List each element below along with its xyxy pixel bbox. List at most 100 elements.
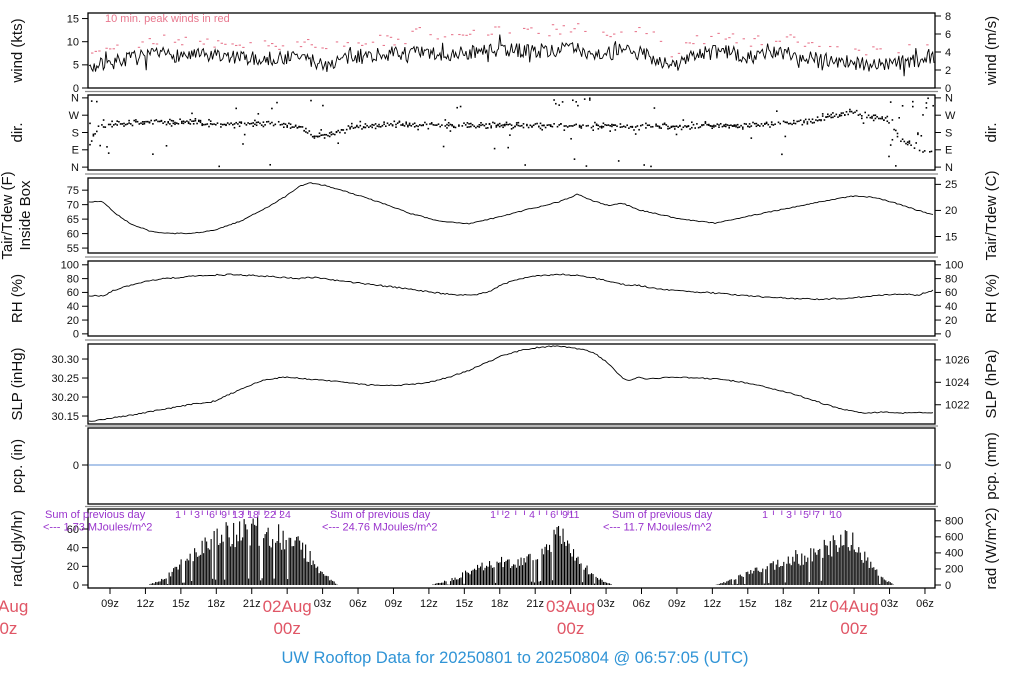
rad-cumulative-label-day2: 2: [504, 509, 510, 521]
dir-dot: [356, 124, 358, 127]
dir-dot: [155, 119, 158, 121]
dir-dot: [102, 119, 105, 121]
dir-dot: [901, 105, 904, 107]
dir-dot: [522, 126, 525, 129]
dir-dot: [932, 104, 934, 107]
dir-dot: [648, 124, 651, 127]
rad-cumulative-label-day1: 13: [232, 509, 244, 521]
dir-dot: [412, 123, 414, 126]
dir-dot: [157, 120, 159, 123]
dir-dot: [189, 123, 192, 125]
dir-dot: [291, 126, 294, 128]
dir-dot: [111, 125, 113, 128]
dir-dot: [391, 124, 394, 126]
dir-dot: [883, 119, 885, 121]
dir-dot: [454, 126, 457, 129]
dir-dot: [670, 126, 673, 128]
dir-dot: [922, 114, 924, 116]
dir-dot: [526, 123, 528, 126]
dir-dot: [889, 101, 892, 103]
dir-dot: [736, 126, 739, 129]
dir-dot: [240, 122, 243, 124]
dir-dot: [293, 126, 295, 128]
dir-dot: [366, 124, 368, 127]
tick-label-left-pcp: 0: [73, 460, 79, 472]
dir-dot: [249, 123, 251, 125]
dir-dot: [927, 97, 929, 100]
dir-dot: [638, 128, 640, 131]
dir-dot: [793, 119, 795, 122]
dir-dot: [255, 121, 258, 124]
dir-dot: [752, 121, 754, 124]
dir-dot: [685, 125, 688, 128]
dir-dot: [351, 125, 353, 128]
wind-trace: [88, 34, 935, 77]
dir-dot: [402, 123, 404, 125]
dir-dot: [767, 123, 770, 126]
dir-dot: [296, 127, 299, 129]
dir-dot: [864, 111, 866, 114]
chart-title: UW Rooftop Data for 20250801 to 20250804…: [281, 649, 748, 667]
dir-dot: [854, 111, 856, 114]
dir-dot: [254, 123, 256, 126]
dir-dot: [925, 102, 928, 104]
dir-dot: [463, 122, 465, 124]
dir-dot: [485, 123, 487, 125]
dir-dot: [288, 122, 290, 125]
dir-dot: [531, 126, 533, 128]
dir-dot: [602, 125, 605, 128]
dir-dot: [840, 114, 843, 117]
dir-dot: [96, 100, 98, 103]
dir-dot: [393, 120, 396, 123]
dir-dot: [89, 122, 91, 125]
rad-cumulative-label-day1: 24: [279, 509, 291, 521]
tick-label-left-rh: 80: [67, 273, 79, 285]
dir-dot: [281, 123, 283, 126]
dir-dot: [821, 113, 824, 115]
dir-dot: [252, 122, 254, 124]
dir-dot: [619, 123, 622, 125]
dir-dot: [419, 124, 421, 126]
dir-dot: [522, 123, 525, 125]
dir-dot: [818, 119, 821, 121]
dir-dot: [334, 133, 336, 136]
dir-dot: [480, 124, 482, 127]
dir-dot: [90, 100, 93, 102]
x-tick-label: 09z: [668, 598, 686, 610]
dir-dot: [718, 126, 720, 128]
dir-dot: [277, 120, 280, 123]
dir-dot: [515, 122, 518, 124]
dir-dot: [497, 124, 499, 127]
dir-dot: [587, 124, 589, 127]
dir-dot: [378, 125, 380, 128]
dir-dot: [230, 122, 232, 124]
dir-dot: [330, 131, 333, 133]
dir-dot: [572, 125, 574, 127]
dir-dot: [485, 127, 487, 129]
tick-label-left-dir: N: [71, 162, 79, 174]
dir-dot: [512, 126, 515, 129]
dir-dot: [750, 125, 753, 127]
dir-dot: [653, 107, 656, 109]
dir-dot: [776, 110, 778, 112]
dir-dot: [757, 124, 759, 126]
dir-dot: [233, 123, 236, 125]
dir-dot: [770, 123, 773, 126]
dir-dot: [713, 126, 715, 128]
dir-dot: [148, 121, 151, 124]
dir-dot: [344, 132, 346, 134]
tick-label-left-wind: 10: [67, 37, 79, 49]
x-date-label-04Aug: 04Aug: [830, 597, 879, 616]
dir-dot: [476, 125, 479, 128]
dir-dot: [830, 113, 832, 116]
dir-dot: [437, 123, 440, 125]
dir-dot: [723, 125, 725, 127]
dir-dot: [147, 120, 149, 123]
dir-dot: [123, 125, 125, 127]
x-tick-label: 03z: [881, 598, 899, 610]
dir-dot: [803, 120, 805, 122]
dir-dot: [181, 122, 183, 124]
dir-dot: [339, 131, 341, 134]
dir-dot: [614, 124, 617, 126]
dir-dot: [655, 125, 657, 127]
